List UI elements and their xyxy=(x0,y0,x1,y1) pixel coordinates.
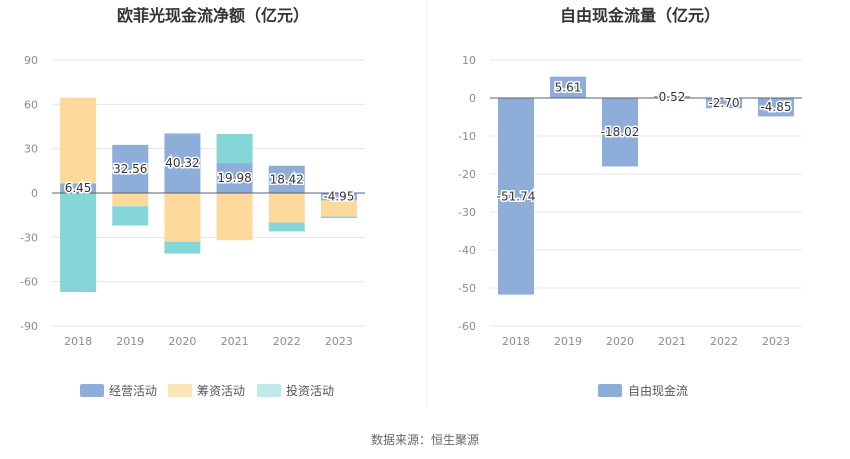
operating-bar xyxy=(268,165,305,193)
right-xtick-label: 2022 xyxy=(710,335,738,348)
free-cashflow-bar xyxy=(706,98,742,109)
legend-item[interactable]: 自由现金流 xyxy=(598,383,688,398)
legend-item[interactable]: 筹资活动 xyxy=(168,384,245,398)
left-data-label: 19.98 xyxy=(217,171,251,185)
right-xtick-label: 2021 xyxy=(658,335,686,348)
legend-item[interactable]: 投资活动 xyxy=(257,383,334,398)
legend-item[interactable]: 经营活动 xyxy=(80,384,157,398)
right-legend: 自由现金流 xyxy=(598,383,688,398)
legend-label: 筹资活动 xyxy=(197,384,245,398)
left-xtick-label: 2019 xyxy=(116,335,144,348)
right-ytick-label: -60 xyxy=(458,320,476,333)
operating-bar xyxy=(164,133,201,193)
left-ytick-label: -30 xyxy=(20,231,38,244)
left-data-label: 6.45 xyxy=(65,181,92,195)
investing-bar xyxy=(216,133,253,164)
right-ytick-label: -20 xyxy=(458,168,476,181)
left-data-label: 32.56 xyxy=(113,162,147,176)
left-xtick-label: 2018 xyxy=(64,335,92,348)
legend-swatch xyxy=(598,384,622,397)
left-data-label: -4.95 xyxy=(323,190,354,204)
free-cashflow-chart: 10 0 -10 -20 -30 -40 -50 -60 2018 2019 2020 2021 202… xyxy=(458,54,802,348)
right-data-label: 0.52 xyxy=(659,90,686,104)
right-xtick-label: 2023 xyxy=(762,335,790,348)
free-cashflow-bar xyxy=(498,98,534,295)
right-ytick-label: -40 xyxy=(458,244,476,257)
left-ytick-label: 30 xyxy=(24,143,38,156)
right-ytick-label: -30 xyxy=(458,206,476,219)
legend-swatch xyxy=(80,384,104,397)
financing-bar xyxy=(320,200,357,217)
financing-bar xyxy=(60,97,97,184)
investing-bar xyxy=(320,216,357,219)
right-ytick-label: -10 xyxy=(458,130,476,143)
right-ytick-label: 0 xyxy=(469,92,476,105)
left-ytick-label: -90 xyxy=(20,320,38,333)
right-xtick-label: 2018 xyxy=(502,335,530,348)
legend-label: 自由现金流 xyxy=(628,383,688,398)
right-chart-title: 自由现金流量（亿元） xyxy=(560,6,720,25)
right-xtick-label: 2019 xyxy=(554,335,582,348)
operating-bar xyxy=(216,163,253,193)
right-data-label: -4.85 xyxy=(760,100,791,114)
left-chart-title: 欧菲光现金流净额（亿元） xyxy=(117,6,309,25)
right-ytick-label: 10 xyxy=(462,54,476,67)
legend-swatch xyxy=(168,384,192,397)
legend-label: 投资活动 xyxy=(286,383,334,398)
investing-bar xyxy=(164,241,201,254)
left-xtick-label: 2022 xyxy=(273,335,301,348)
left-data-label: 40.32 xyxy=(165,156,199,170)
investing-bar xyxy=(112,206,149,226)
operating-bar xyxy=(320,193,357,201)
legend-label: 经营活动 xyxy=(109,384,157,398)
cashflow-net-chart: 90 60 30 0 -30 -60 -90 2018 2019 2020 2021 2022 2023… xyxy=(20,54,365,348)
financing-bar xyxy=(164,193,201,242)
investing-bar xyxy=(268,222,305,232)
left-ytick-label: 90 xyxy=(24,54,38,67)
right-ytick-label: -50 xyxy=(458,282,476,295)
free-cashflow-bar xyxy=(758,98,794,117)
free-cashflow-bar xyxy=(550,76,586,98)
financing-bar xyxy=(216,193,253,241)
right-data-label: -2.70 xyxy=(708,96,739,110)
right-data-label: -51.74 xyxy=(497,189,536,203)
right-data-label: -18.02 xyxy=(601,125,640,139)
left-legend: 经营活动 筹资活动 投资活动 xyxy=(80,383,334,398)
financing-bar xyxy=(112,193,149,207)
left-ytick-label: 60 xyxy=(24,98,38,111)
left-data-label: 18.42 xyxy=(270,172,304,186)
source-note: 数据来源：恒生聚源 xyxy=(371,432,479,447)
left-xtick-label: 2020 xyxy=(168,335,196,348)
investing-bar xyxy=(60,193,97,293)
right-data-label: 5.61 xyxy=(555,80,582,94)
free-cashflow-bar xyxy=(602,98,638,167)
free-cashflow-bar xyxy=(654,96,690,98)
operating-bar xyxy=(60,183,97,193)
right-xtick-label: 2020 xyxy=(606,335,634,348)
left-xtick-label: 2021 xyxy=(221,335,249,348)
left-xtick-label: 2023 xyxy=(325,335,353,348)
left-ytick-label: 0 xyxy=(31,187,38,200)
operating-bar xyxy=(112,144,149,193)
legend-swatch xyxy=(257,384,281,397)
financing-bar xyxy=(268,193,305,223)
left-ytick-label: -60 xyxy=(20,276,38,289)
